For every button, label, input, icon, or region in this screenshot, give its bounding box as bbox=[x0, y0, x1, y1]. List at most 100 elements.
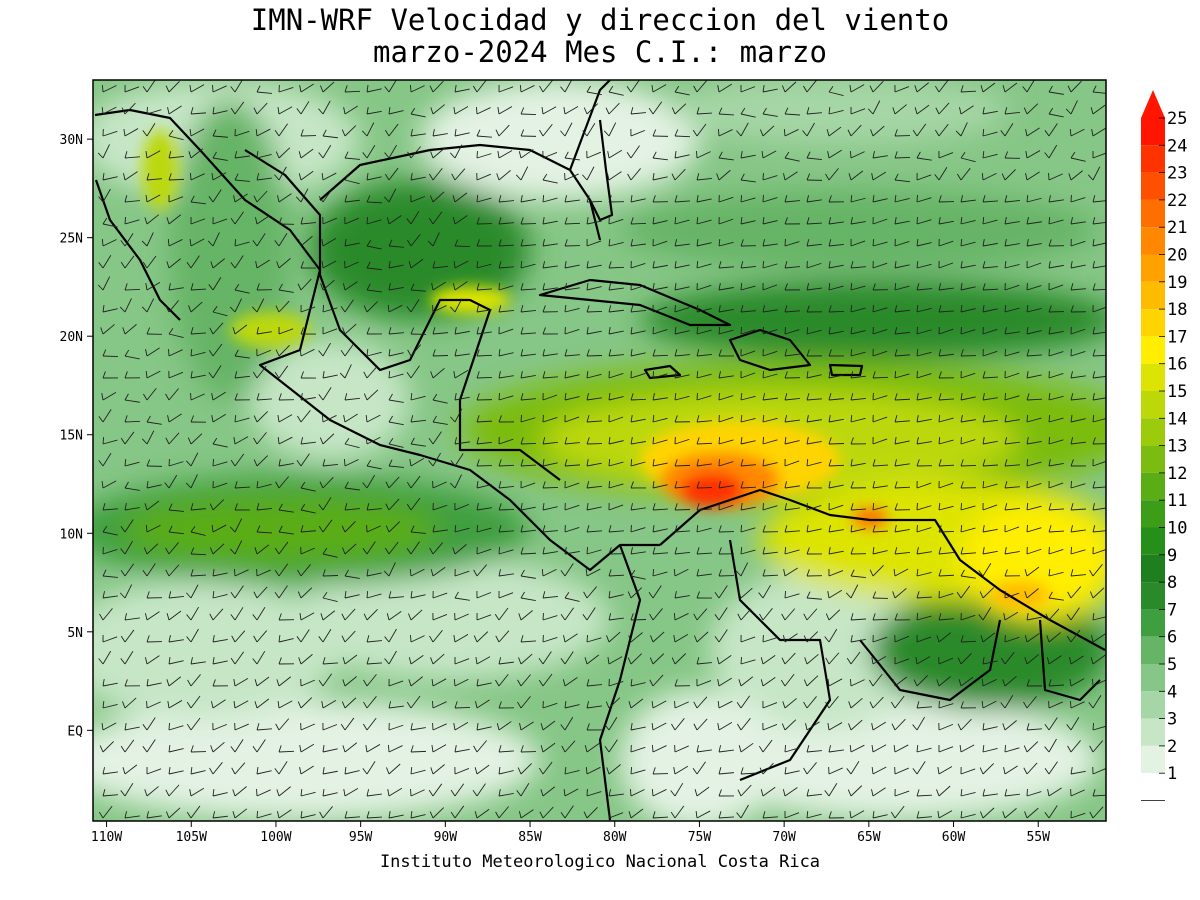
wind-barb bbox=[850, 697, 863, 709]
wind-barb-flag bbox=[1092, 217, 1096, 225]
wind-barb-flag bbox=[938, 217, 941, 225]
wind-barb bbox=[1026, 80, 1035, 93]
wind-barb bbox=[102, 308, 118, 313]
wind-barb-flag bbox=[871, 766, 874, 775]
wind-barb-flag bbox=[322, 304, 325, 313]
wind-barb bbox=[850, 151, 865, 159]
wind-barb-flag bbox=[916, 260, 919, 269]
x-tick-label: 60W bbox=[942, 830, 966, 845]
wind-barb bbox=[916, 527, 932, 533]
wind-barb-flag bbox=[693, 701, 698, 709]
wind-barb bbox=[542, 243, 558, 247]
wind-barb bbox=[916, 761, 926, 775]
wind-barb bbox=[630, 726, 646, 731]
wind-barb-flag bbox=[186, 614, 192, 621]
wind-barb-flag bbox=[872, 304, 874, 313]
wind-barb bbox=[344, 179, 360, 185]
wind-barb-flag bbox=[362, 482, 368, 489]
wind-barb-flag bbox=[894, 547, 898, 555]
wind-barb bbox=[1004, 592, 1020, 599]
wind-barb-flag bbox=[124, 415, 128, 423]
wind-barb-flag bbox=[299, 745, 302, 753]
wind-barb bbox=[916, 482, 932, 489]
wind-barb bbox=[234, 677, 249, 687]
wind-barb-flag bbox=[1024, 591, 1028, 599]
wind-barb bbox=[960, 372, 976, 379]
wind-barb-flag bbox=[784, 744, 786, 753]
wind-barb bbox=[146, 255, 157, 269]
wind-barb bbox=[938, 505, 954, 511]
wind-barb-flag bbox=[321, 701, 324, 709]
wind-barb-flag bbox=[1048, 591, 1053, 599]
wind-barb-flag bbox=[498, 261, 502, 269]
colorbar-segment bbox=[1141, 145, 1165, 173]
wind-barb-flag bbox=[165, 393, 170, 401]
wind-barb bbox=[498, 485, 514, 489]
wind-barb-flag bbox=[1070, 261, 1073, 269]
wind-barb bbox=[916, 615, 932, 621]
wind-barb bbox=[410, 299, 420, 313]
wind-barb bbox=[102, 176, 118, 181]
wind-barb bbox=[344, 816, 360, 819]
wind-barb-flag bbox=[454, 349, 457, 357]
wind-barb bbox=[454, 678, 469, 687]
wind-barb-flag bbox=[871, 745, 874, 753]
wind-barb-flag bbox=[1025, 173, 1028, 181]
wind-barb bbox=[168, 725, 184, 731]
wind-barb-flag bbox=[762, 547, 766, 555]
wind-barb-flag bbox=[960, 788, 963, 797]
wind-barb-flag bbox=[252, 746, 258, 753]
wind-barb-flag bbox=[803, 701, 808, 709]
wind-barb-flag bbox=[542, 305, 546, 313]
wind-barb-flag bbox=[475, 657, 478, 665]
colorbar-label: 20 bbox=[1167, 246, 1187, 266]
wind-barb-flag bbox=[498, 371, 501, 379]
wind-barb-flag bbox=[781, 657, 786, 665]
wind-barb-flag bbox=[120, 569, 126, 577]
wind-barb bbox=[762, 724, 778, 731]
wind-barb bbox=[146, 611, 160, 621]
wind-barb-flag bbox=[1002, 679, 1006, 687]
wind-barb-flag bbox=[234, 238, 237, 247]
wind-barb-flag bbox=[736, 130, 742, 137]
wind-barb bbox=[102, 85, 117, 93]
wind-barb-flag bbox=[99, 613, 104, 621]
wind-barb-flag bbox=[430, 371, 434, 379]
wind-barb bbox=[784, 673, 795, 687]
wind-barb-flag bbox=[274, 129, 280, 137]
wind-barb bbox=[872, 464, 888, 467]
wind-barb-flag bbox=[450, 789, 456, 797]
wind-barb bbox=[938, 632, 952, 643]
wind-barb-flag bbox=[696, 216, 699, 225]
wind-barb bbox=[432, 614, 448, 621]
wind-barb-flag bbox=[582, 174, 588, 181]
wind-barb-flag bbox=[363, 679, 368, 687]
wind-barb-flag bbox=[846, 768, 852, 775]
wind-barb-flag bbox=[696, 745, 700, 753]
wind-barb-flag bbox=[1048, 525, 1052, 533]
wind-barb bbox=[256, 331, 272, 335]
wind-barb-flag bbox=[1066, 724, 1072, 731]
wind-barb-flag bbox=[256, 767, 259, 775]
wind-barb-flag bbox=[827, 591, 830, 599]
colorbar-label: 5 bbox=[1167, 655, 1177, 675]
wind-barb bbox=[586, 568, 601, 577]
wind-barb-flag bbox=[296, 460, 302, 467]
wind-barb bbox=[366, 301, 378, 313]
wind-barb bbox=[388, 245, 404, 248]
wind-barb bbox=[1070, 128, 1085, 137]
wind-barb-flag bbox=[564, 437, 568, 445]
wind-barb bbox=[872, 550, 888, 555]
wind-barb-flag bbox=[520, 459, 524, 467]
wind-barb bbox=[762, 88, 778, 93]
wind-barb-flag bbox=[1026, 326, 1029, 335]
wind-barb bbox=[586, 684, 602, 687]
wind-barb-flag bbox=[605, 701, 610, 709]
wind-barb bbox=[850, 266, 866, 269]
wind-barb-flag bbox=[850, 635, 853, 643]
wind-barb-flag bbox=[803, 767, 808, 775]
wind-barb bbox=[850, 417, 866, 423]
wind-barb-flag bbox=[363, 393, 368, 401]
wind-barb-flag bbox=[212, 306, 218, 313]
wind-barb-flag bbox=[340, 349, 346, 357]
